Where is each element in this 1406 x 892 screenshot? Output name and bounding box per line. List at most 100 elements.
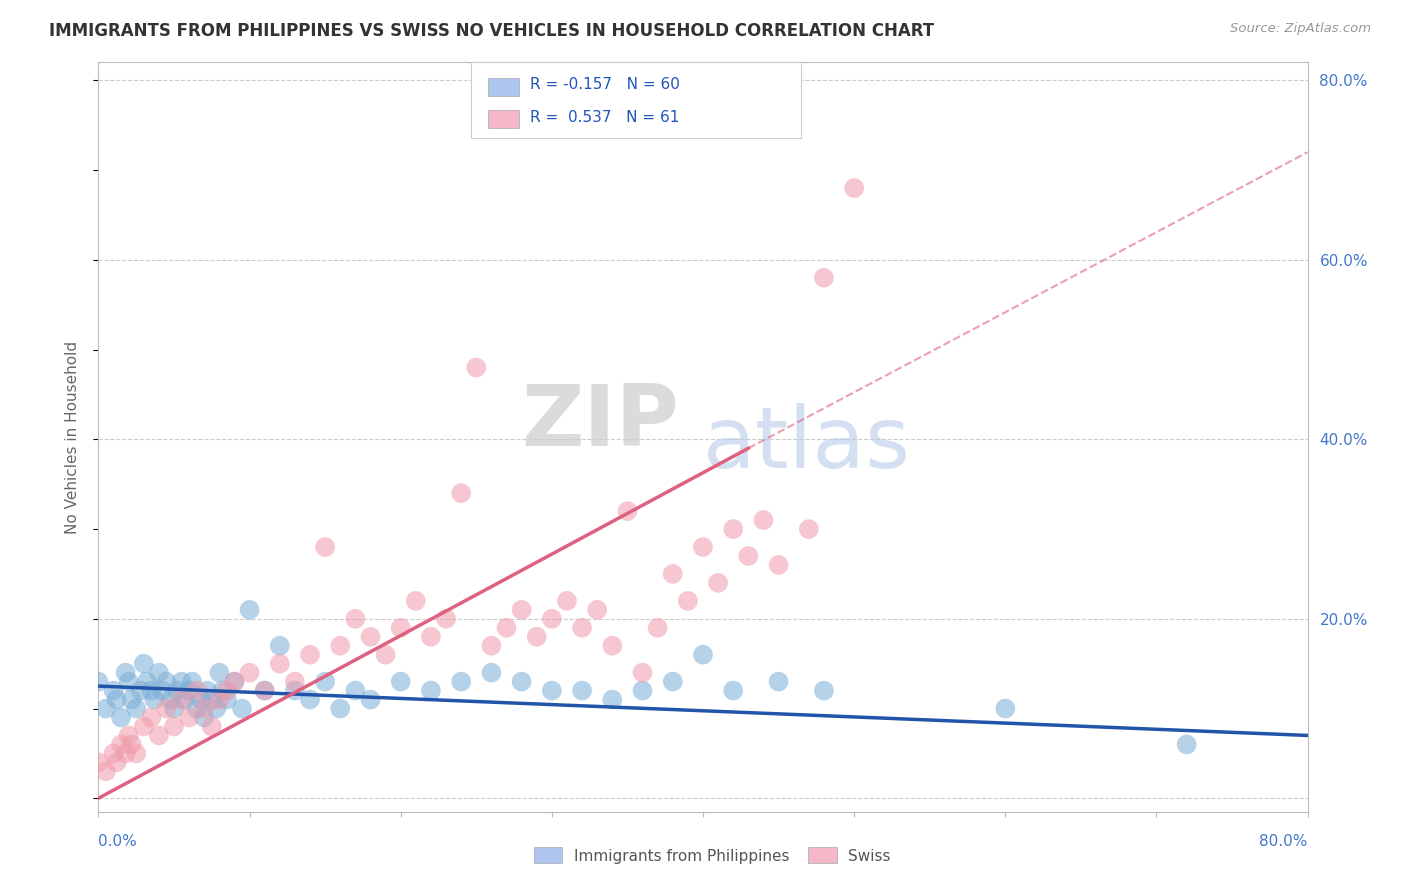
Point bbox=[374, 648, 396, 662]
Point bbox=[181, 674, 204, 689]
Point bbox=[420, 630, 443, 644]
Point bbox=[314, 674, 336, 689]
Point bbox=[87, 674, 110, 689]
Text: Source: ZipAtlas.com: Source: ZipAtlas.com bbox=[1230, 22, 1371, 36]
Point bbox=[125, 747, 148, 761]
Point bbox=[224, 674, 246, 689]
Point bbox=[1175, 738, 1198, 752]
Point bbox=[768, 674, 790, 689]
Point bbox=[193, 710, 215, 724]
Point bbox=[224, 674, 246, 689]
Point bbox=[389, 621, 412, 635]
Point bbox=[148, 665, 170, 680]
Point bbox=[284, 674, 307, 689]
Point bbox=[481, 639, 503, 653]
Point bbox=[132, 719, 155, 733]
Text: R =  0.537   N = 61: R = 0.537 N = 61 bbox=[530, 110, 679, 125]
Point bbox=[676, 594, 699, 608]
Point bbox=[118, 728, 141, 742]
Point bbox=[125, 701, 148, 715]
Point bbox=[253, 683, 276, 698]
Point bbox=[170, 692, 193, 706]
Point bbox=[155, 701, 177, 715]
Text: atlas: atlas bbox=[703, 403, 911, 486]
Point bbox=[193, 701, 215, 715]
Point bbox=[450, 674, 472, 689]
Point bbox=[105, 692, 128, 706]
Point bbox=[450, 486, 472, 500]
Point bbox=[555, 594, 578, 608]
Y-axis label: No Vehicles in Household: No Vehicles in Household bbox=[65, 341, 80, 533]
Point bbox=[571, 621, 593, 635]
Point bbox=[121, 692, 143, 706]
Point bbox=[344, 683, 367, 698]
Point bbox=[239, 603, 262, 617]
Point bbox=[797, 522, 820, 536]
Point bbox=[150, 683, 173, 698]
Point bbox=[813, 270, 835, 285]
Text: R = -0.157   N = 60: R = -0.157 N = 60 bbox=[530, 78, 681, 93]
Text: ZIP: ZIP bbox=[522, 381, 679, 464]
Point bbox=[160, 692, 183, 706]
Point bbox=[602, 639, 624, 653]
Point bbox=[389, 674, 412, 689]
Point bbox=[110, 710, 132, 724]
Point bbox=[215, 692, 238, 706]
Point bbox=[132, 657, 155, 671]
Text: Swiss: Swiss bbox=[848, 849, 890, 863]
Point bbox=[495, 621, 517, 635]
Point bbox=[360, 630, 382, 644]
Point bbox=[540, 683, 562, 698]
Point bbox=[239, 665, 262, 680]
Point bbox=[205, 701, 228, 715]
Point bbox=[186, 701, 208, 715]
Point bbox=[135, 674, 157, 689]
Point bbox=[141, 683, 163, 698]
Point bbox=[269, 639, 291, 653]
Point bbox=[211, 683, 233, 698]
Point bbox=[143, 692, 166, 706]
Point bbox=[121, 738, 143, 752]
Point bbox=[148, 728, 170, 742]
Point bbox=[481, 665, 503, 680]
Point bbox=[661, 566, 683, 581]
Point bbox=[299, 648, 322, 662]
Point bbox=[661, 674, 683, 689]
Point bbox=[631, 683, 654, 698]
Point bbox=[586, 603, 609, 617]
Text: Immigrants from Philippines: Immigrants from Philippines bbox=[574, 849, 789, 863]
Point bbox=[170, 674, 193, 689]
Point bbox=[94, 764, 117, 779]
Point bbox=[707, 575, 730, 590]
Point bbox=[768, 558, 790, 572]
Point bbox=[155, 674, 177, 689]
Point bbox=[141, 710, 163, 724]
Point bbox=[314, 540, 336, 554]
Point bbox=[103, 747, 125, 761]
Point bbox=[166, 683, 188, 698]
Point bbox=[253, 683, 276, 698]
Point bbox=[163, 701, 186, 715]
Point bbox=[190, 692, 212, 706]
Point bbox=[616, 504, 638, 518]
Point bbox=[110, 738, 132, 752]
Text: IMMIGRANTS FROM PHILIPPINES VS SWISS NO VEHICLES IN HOUSEHOLD CORRELATION CHART: IMMIGRANTS FROM PHILIPPINES VS SWISS NO … bbox=[49, 22, 935, 40]
Point bbox=[647, 621, 669, 635]
Point bbox=[994, 701, 1017, 715]
Point bbox=[526, 630, 548, 644]
Point bbox=[208, 665, 231, 680]
Point bbox=[434, 612, 457, 626]
Point bbox=[94, 701, 117, 715]
Point bbox=[195, 683, 218, 698]
Point bbox=[114, 747, 136, 761]
Point bbox=[813, 683, 835, 698]
Point bbox=[105, 756, 128, 770]
Point bbox=[329, 701, 352, 715]
Point bbox=[737, 549, 759, 563]
Point bbox=[631, 665, 654, 680]
Point bbox=[692, 540, 714, 554]
Point bbox=[465, 360, 488, 375]
Point bbox=[173, 692, 195, 706]
Point bbox=[844, 181, 866, 195]
Point bbox=[692, 648, 714, 662]
